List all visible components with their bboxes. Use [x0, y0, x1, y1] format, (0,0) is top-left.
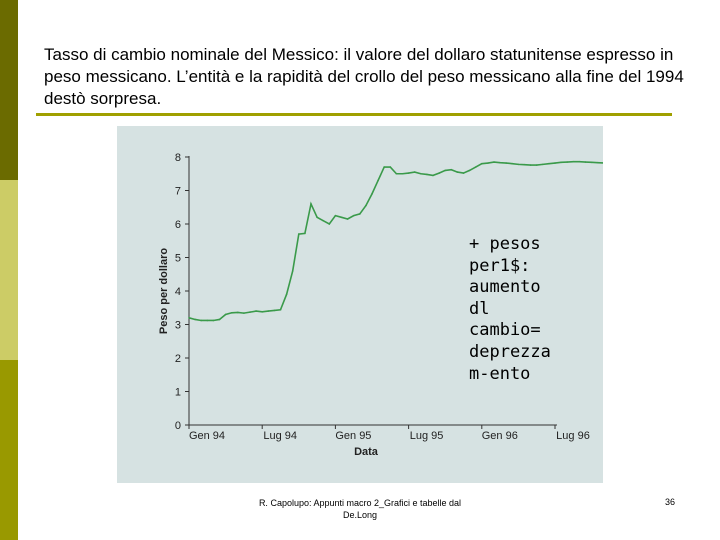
data-point	[188, 317, 190, 319]
data-point	[322, 219, 324, 222]
data-point	[334, 214, 337, 217]
data-point	[487, 162, 489, 164]
data-point	[407, 172, 410, 174]
y-tick-label: 1	[175, 387, 181, 399]
y-tick-label: 6	[175, 219, 181, 231]
data-point	[548, 162, 550, 165]
data-point	[481, 162, 483, 165]
decor-bar-top	[0, 0, 18, 180]
page-number: 36	[664, 497, 675, 507]
decor-bar-bottom	[0, 360, 18, 540]
x-tick-label: Gen 94	[189, 430, 225, 442]
x-tick-label: Lug 94	[263, 430, 297, 442]
data-point	[413, 171, 416, 173]
data-point	[365, 204, 367, 207]
data-point	[560, 161, 562, 164]
y-ticks: 0 1 2 3 4 5 6 7 8	[175, 152, 189, 432]
data-point	[285, 293, 288, 296]
data-point	[450, 168, 453, 171]
data-point	[212, 319, 215, 322]
data-point	[237, 311, 239, 314]
data-point	[420, 172, 422, 175]
data-point	[261, 310, 263, 313]
data-point	[523, 163, 526, 166]
title-divider	[36, 113, 672, 116]
data-point	[340, 216, 343, 219]
data-point	[346, 218, 349, 220]
data-point	[395, 172, 398, 175]
data-point	[267, 310, 270, 312]
data-point	[590, 161, 593, 164]
data-point	[401, 172, 404, 175]
data-point	[426, 173, 428, 176]
data-point	[456, 171, 459, 173]
data-point	[505, 162, 508, 164]
x-tick-label: Lug 96	[556, 430, 590, 442]
y-tick-label: 8	[175, 152, 181, 164]
y-tick-label: 3	[175, 320, 181, 332]
data-point	[249, 311, 251, 313]
data-point	[389, 166, 392, 168]
data-point	[432, 174, 434, 177]
data-point	[529, 164, 532, 166]
data-point	[291, 270, 294, 272]
data-point	[352, 214, 355, 217]
exchange-rate-chart: 0 1 2 3 4 5 6 7 8 Gen 94 Lug 94 Gen 95 Lug 95 Gen 96…	[158, 152, 603, 458]
data-point	[554, 162, 556, 164]
data-point	[584, 161, 587, 163]
data-point	[566, 161, 568, 163]
data-point	[444, 169, 447, 172]
x-tick-label: Gen 95	[335, 430, 371, 442]
data-point	[578, 160, 581, 163]
data-point	[243, 312, 245, 314]
data-point	[468, 169, 471, 172]
footer-credit: R. Capolupo: Appunti macro 2_Grafici e t…	[258, 498, 462, 520]
data-point	[328, 223, 331, 225]
data-point	[279, 308, 282, 311]
y-tick-label: 2	[175, 353, 181, 365]
x-tick-label: Lug 95	[410, 430, 444, 442]
chart-panel: 0 1 2 3 4 5 6 7 8 Gen 94 Lug 94 Gen 95 Lug 95 Gen 96…	[117, 126, 603, 483]
decor-bar-middle	[0, 180, 18, 360]
data-point	[535, 164, 538, 166]
data-point	[383, 166, 386, 168]
y-tick-label: 0	[175, 420, 181, 432]
data-point	[493, 161, 495, 163]
data-point	[255, 310, 257, 312]
data-point	[474, 166, 477, 168]
data-point	[499, 161, 501, 164]
data-point	[316, 216, 318, 219]
annotation-note: + pesos per1$: aumento dl cambio= deprez…	[469, 234, 551, 384]
data-point	[511, 162, 514, 165]
data-point	[298, 233, 300, 235]
data-point	[438, 172, 440, 174]
y-axis-label: Peso per dollaro	[158, 248, 170, 334]
y-tick-label: 5	[175, 253, 181, 265]
data-point	[517, 163, 520, 166]
data-point	[572, 160, 575, 163]
data-point	[200, 319, 202, 322]
data-point	[194, 318, 196, 321]
y-tick-label: 7	[175, 186, 181, 198]
data-point	[359, 213, 361, 215]
data-points	[188, 160, 599, 322]
data-point	[218, 318, 221, 321]
data-point	[206, 319, 209, 322]
data-point	[304, 232, 306, 235]
data-point	[462, 172, 465, 174]
data-point	[371, 193, 373, 195]
data-point	[224, 313, 227, 316]
data-point	[542, 163, 544, 166]
y-tick-label: 4	[175, 286, 181, 298]
data-point	[377, 179, 379, 182]
data-point	[596, 161, 599, 164]
slide-title: Tasso di cambio nominale del Messico: il…	[44, 45, 684, 108]
data-point	[273, 309, 276, 312]
x-tick-label: Gen 96	[482, 430, 518, 442]
data-point	[230, 311, 233, 314]
x-axis-label: Data	[354, 446, 379, 458]
data-point	[310, 203, 312, 205]
